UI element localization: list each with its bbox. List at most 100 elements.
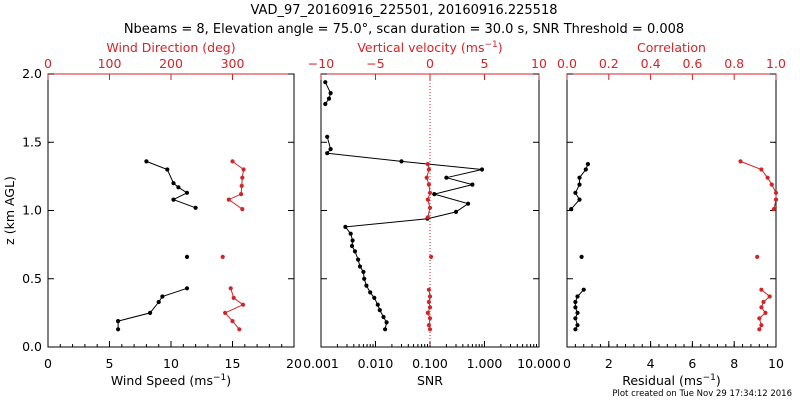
data-point-correlation: [771, 207, 777, 212]
panel-frame-wind: [47, 73, 295, 348]
data-point-wind-direction: [231, 295, 236, 300]
data-point-wind-direction: [240, 175, 245, 180]
data-point-snr: [326, 96, 332, 101]
x-top-axis-label-wind: Wind Direction (deg): [106, 40, 235, 55]
data-point-snr: [444, 175, 449, 180]
data-point-vertical-velocity: [425, 162, 430, 167]
x-bottom-tick-label-residual: 8: [730, 356, 738, 371]
data-point-snr: [348, 231, 353, 236]
x-bottom-axis-label-snr: SNR: [417, 373, 443, 388]
data-point-wind-speed: [193, 205, 198, 210]
data-point-correlation: [757, 316, 762, 321]
data-point-wind-speed: [184, 190, 190, 195]
x-top-tick-label-wind: 300: [221, 56, 245, 71]
x-top-tick-label-snr: 10: [531, 56, 547, 71]
x-bottom-axis-label-residual: Residual (ms−1): [622, 373, 721, 388]
series-line-wind-direction: [224, 288, 244, 330]
data-point-snr: [372, 295, 377, 300]
data-point-snr: [350, 238, 355, 243]
panels-group: z (km AGL)0.00.51.01.52.00 5 10 15 200 100 200…: [2, 40, 786, 388]
data-point-residual: [581, 287, 586, 292]
x-top-tick-label-residual: 0.4: [641, 56, 661, 71]
series-line-snr: [324, 81, 332, 105]
x-top-tick-label-wind: 200: [159, 56, 183, 71]
data-point-correlation: [759, 305, 764, 310]
data-point-residual: [583, 167, 588, 172]
x-top-tick-label-residual: 0.6: [682, 56, 702, 71]
series-line-snr: [326, 136, 483, 330]
x-top-tick-label-snr: 5: [481, 56, 489, 71]
y-tick-label: 1.0: [22, 203, 42, 218]
data-point-residual: [575, 310, 580, 315]
plot-footer: Plot created on Tue Nov 29 17:34:12 2016: [612, 389, 792, 399]
data-point-wind-speed: [184, 254, 190, 259]
x-bottom-tick-label-residual: 0: [563, 356, 571, 371]
data-point-snr: [479, 167, 485, 172]
x-top-tick-label-snr: 0: [426, 56, 434, 71]
data-point-snr: [399, 159, 404, 164]
data-point-wind-speed: [144, 159, 149, 164]
data-point-wind-speed: [165, 167, 170, 172]
data-point-vertical-velocity: [425, 310, 430, 315]
data-point-vertical-velocity: [427, 205, 433, 210]
data-point-wind-speed: [156, 299, 161, 305]
data-point-correlation: [759, 323, 764, 328]
x-bottom-tick-label-snr: 10.000: [517, 356, 561, 371]
y-tick-label: 0.5: [22, 271, 42, 286]
data-point-snr: [325, 134, 330, 139]
data-point-residual: [573, 316, 578, 321]
data-point-wind-speed: [116, 327, 121, 332]
data-point-correlation: [761, 299, 766, 305]
x-bottom-tick-label-wind: 15: [225, 356, 241, 371]
data-point-correlation: [759, 167, 764, 172]
data-point-correlation: [738, 159, 743, 164]
x-bottom-tick-label-wind: 20: [286, 356, 302, 371]
x-top-tick-label-snr: −10: [308, 56, 334, 71]
x-bottom-axis-label-wind: Wind Speed (ms−1): [111, 373, 231, 388]
series-line-wind-speed: [117, 287, 188, 330]
data-point-vertical-velocity: [427, 316, 433, 321]
data-point-wind-direction: [226, 197, 231, 202]
data-point-snr: [384, 320, 389, 325]
data-point-wind-direction: [223, 310, 228, 315]
x-top-tick-label-snr: −5: [366, 56, 384, 71]
data-point-residual: [575, 294, 580, 299]
x-top-tick-label-residual: 1.0: [766, 56, 786, 71]
data-point-correlation: [757, 327, 762, 332]
data-point-snr: [383, 327, 388, 332]
y-tick-label: 2.0: [22, 66, 42, 81]
data-point-wind-speed: [184, 286, 190, 291]
data-point-vertical-velocity: [424, 175, 429, 180]
data-point-snr: [381, 314, 386, 320]
x-bottom-tick-label-residual: 10: [768, 356, 784, 371]
data-point-residual: [575, 323, 580, 328]
data-point-wind-speed: [171, 197, 176, 202]
data-point-vertical-velocity: [426, 287, 431, 292]
data-point-correlation: [767, 294, 772, 299]
x-top-axis-label-residual: Correlation: [637, 40, 706, 55]
chart-title-line1: VAD_97_20160916_225501, 20160916.225518: [251, 3, 558, 18]
data-point-residual: [577, 197, 582, 202]
data-point-wind-direction: [220, 254, 225, 259]
data-point-correlation: [773, 190, 779, 195]
data-point-residual: [573, 327, 578, 332]
x-bottom-tick-label-wind: 10: [163, 356, 179, 371]
x-top-tick-label-wind: 0: [44, 56, 52, 71]
data-point-snr: [432, 192, 437, 197]
data-point-residual: [573, 305, 578, 310]
data-point-snr: [470, 182, 475, 187]
data-point-snr: [343, 224, 348, 229]
x-top-axis-label-snr: Vertical velocity (ms−1): [357, 40, 502, 55]
data-point-vertical-velocity: [426, 182, 431, 187]
data-point-snr: [364, 283, 369, 288]
x-bottom-tick-label-wind: 0: [44, 356, 52, 371]
x-bottom-tick-label-residual: 4: [647, 356, 655, 371]
data-point-wind-direction: [240, 207, 245, 212]
data-point-snr: [453, 209, 459, 214]
data-point-vertical-velocity: [426, 323, 431, 328]
data-point-vertical-velocity: [425, 215, 430, 220]
series-line-wind-speed: [146, 160, 196, 209]
data-point-snr: [328, 91, 333, 96]
data-point-correlation: [755, 254, 760, 259]
